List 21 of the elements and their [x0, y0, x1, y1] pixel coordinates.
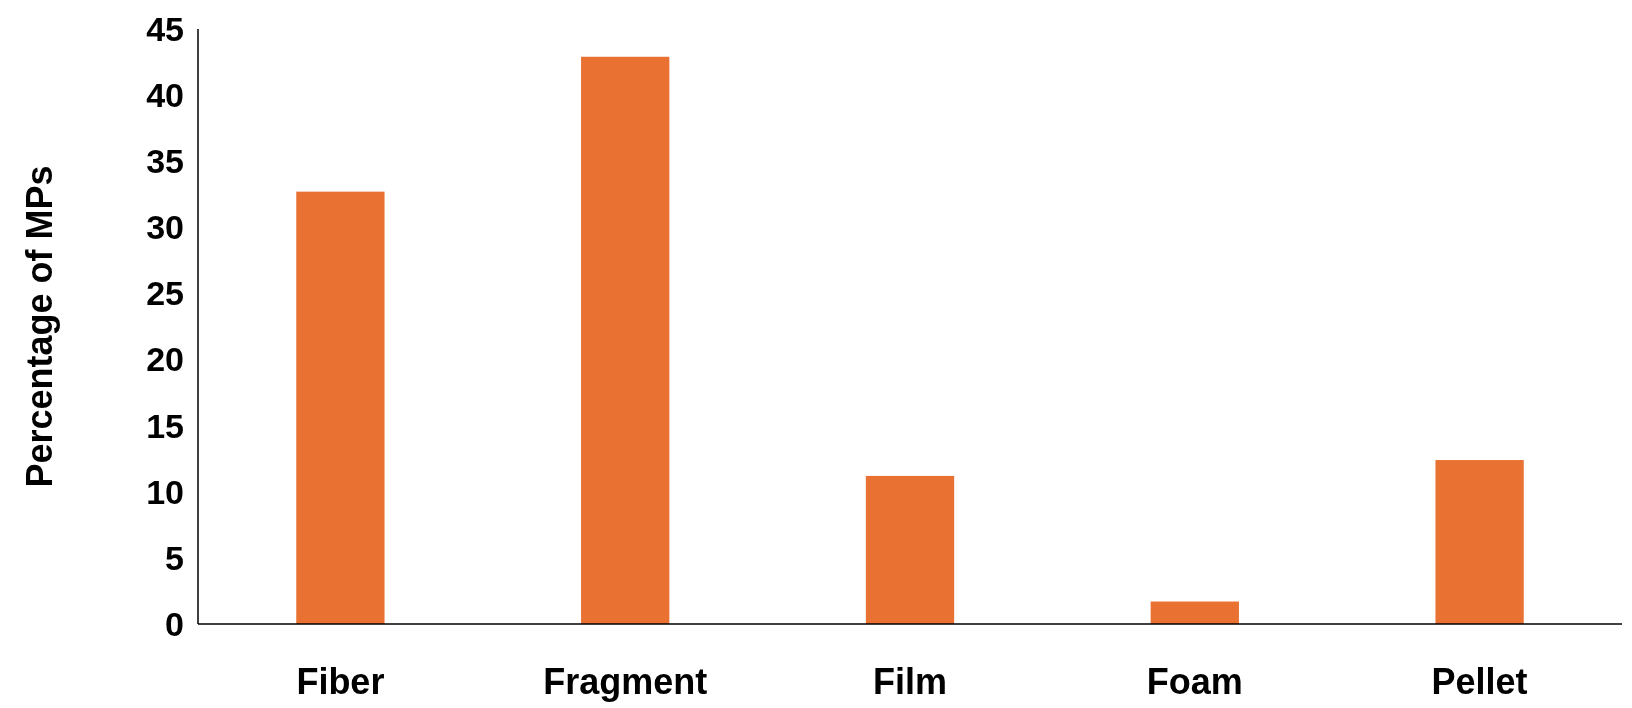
x-tick-label: Foam [1146, 661, 1243, 702]
x-tick-label: Fragment [543, 661, 708, 702]
x-tick-label: Pellet [1431, 661, 1528, 702]
x-tick-label: Film [872, 661, 948, 702]
bar [296, 191, 385, 624]
y-tick-label: 20 [146, 340, 184, 379]
y-axis-title: Percentage of MPs [19, 165, 60, 488]
y-tick-label: 10 [146, 472, 184, 511]
bar [1150, 601, 1239, 624]
y-tick-label: 45 [146, 9, 184, 48]
y-tick-label: 25 [146, 274, 184, 313]
bar [1435, 460, 1524, 624]
y-tick-label: 0 [165, 604, 184, 643]
bar [581, 56, 670, 624]
y-tick-label: 15 [146, 406, 184, 445]
x-tick-label: Fiber [296, 661, 385, 702]
bar [865, 475, 955, 624]
y-tick-label: 30 [146, 208, 184, 247]
y-tick-label: 40 [146, 76, 184, 115]
y-tick-label: 5 [165, 538, 184, 577]
y-tick-label: 35 [146, 142, 184, 181]
